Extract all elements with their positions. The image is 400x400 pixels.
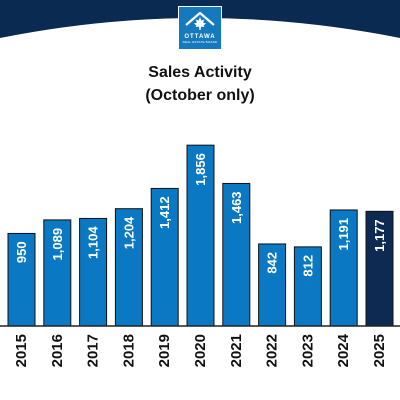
house-maple-leaf-icon <box>185 11 215 30</box>
bar-2024 <box>329 209 358 327</box>
value-label-2025: 1,177 <box>372 219 387 252</box>
x-tick-label-2015: 2015 <box>13 334 30 367</box>
value-label-2024: 1,191 <box>336 218 351 251</box>
x-tick-label-2025: 2025 <box>371 334 388 367</box>
banner-arc <box>0 0 400 38</box>
logo-wordmark: OTTAWA <box>184 34 216 40</box>
value-label-2015: 950 <box>14 241 29 263</box>
bar-2025 <box>365 210 394 327</box>
x-tick-label-2018: 2018 <box>120 334 137 367</box>
x-tick-label-2020: 2020 <box>192 334 209 367</box>
bar-2020 <box>186 144 215 327</box>
x-tick-label-2023: 2023 <box>299 334 316 367</box>
bar-2015 <box>7 232 36 327</box>
value-label-2023: 812 <box>300 255 315 277</box>
x-tick-label-2017: 2017 <box>85 334 102 367</box>
x-tick-label-2022: 2022 <box>264 334 281 367</box>
chart-title: Sales Activity <box>148 64 252 81</box>
logo-subtitle: REAL ESTATE BOARD <box>182 40 218 44</box>
value-label-2017: 1,104 <box>86 226 101 259</box>
value-label-2016: 1,089 <box>50 228 65 261</box>
bar-2021 <box>222 182 251 327</box>
x-tick-label-2016: 2016 <box>49 334 66 367</box>
x-tick-label-2021: 2021 <box>228 334 245 367</box>
bar-2022 <box>258 243 287 327</box>
chart-subtitle: (October only) <box>145 87 255 104</box>
value-label-2020: 1,856 <box>193 153 208 186</box>
bar-2019 <box>150 187 179 327</box>
header-banner <box>0 0 400 38</box>
value-label-2018: 1,204 <box>121 216 136 249</box>
x-tick-label-2024: 2024 <box>335 333 352 367</box>
ottawa-real-estate-board-logo: OTTAWA REAL ESTATE BOARD <box>178 6 222 50</box>
x-tick-label-2019: 2019 <box>156 334 173 367</box>
value-label-2022: 842 <box>265 252 280 274</box>
value-label-2021: 1,463 <box>229 191 244 224</box>
value-label-2019: 1,412 <box>157 196 172 229</box>
